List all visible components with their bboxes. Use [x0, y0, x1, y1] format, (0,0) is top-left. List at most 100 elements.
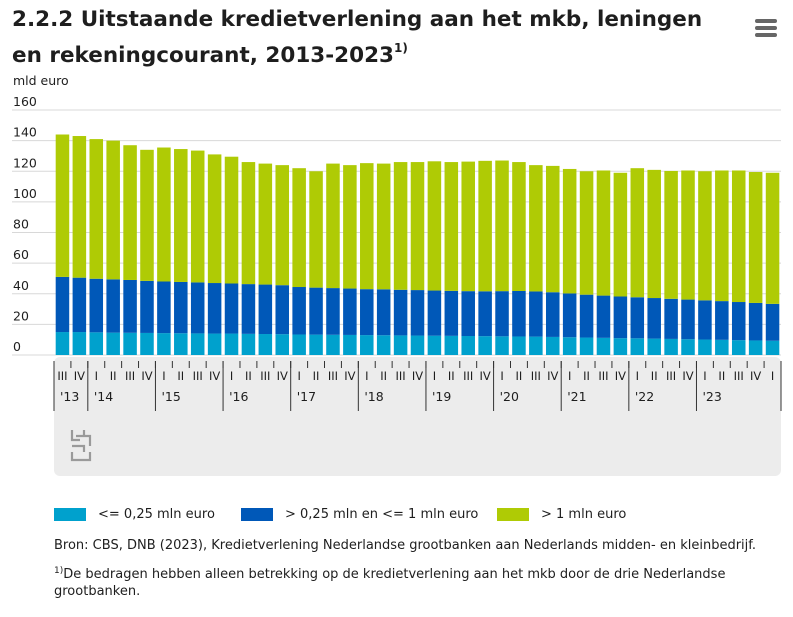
y-tick-label: 160 [13, 94, 37, 109]
x-tick-label-quarter: II [177, 369, 184, 383]
bar-segment-medium [664, 298, 678, 339]
bar-segment-small [427, 335, 442, 355]
bar-segment-large [444, 162, 459, 291]
bar-segment-large [207, 154, 222, 284]
bar-segment-medium [55, 276, 70, 333]
x-tick-label-quarter: III [734, 369, 744, 383]
x-tick-label-quarter: III [463, 369, 473, 383]
bar-segment-small [562, 337, 577, 355]
bar-segment-small [123, 332, 137, 355]
x-tick-label-year: '23 [702, 389, 721, 404]
bar-segment-small [241, 333, 256, 355]
bar-segment-large [190, 150, 205, 283]
bar-segment-large [495, 160, 509, 292]
bar-segment-large [512, 162, 526, 291]
bar-segment-large [224, 156, 239, 284]
bar-segment-small [698, 339, 712, 355]
axis-band [54, 357, 781, 476]
x-tick-label-quarter: III [328, 369, 338, 383]
bar-segment-large [292, 168, 306, 288]
bar-segment-large [478, 160, 492, 292]
x-tick-label-quarter: III [193, 369, 203, 383]
cbs-logo-stroke [70, 430, 80, 442]
y-tick-label: 20 [13, 308, 29, 323]
bar-segment-medium [596, 295, 611, 338]
x-tick-label-year: '19 [432, 389, 451, 404]
bar-segment-large [123, 145, 137, 280]
x-tick-label-year: '14 [94, 389, 113, 404]
bar-segment-small [630, 338, 645, 355]
bar-segment-small [495, 336, 509, 355]
footnote-text: De bedragen hebben alleen betrekking op … [54, 567, 726, 599]
bar-segment-large [664, 170, 678, 299]
x-tick-label-year: '18 [364, 389, 383, 404]
bar-segment-large [596, 170, 611, 296]
bar-segment-large [106, 140, 120, 280]
legend-label: <= 0,25 mln euro [98, 507, 215, 522]
y-tick-label: 140 [13, 125, 37, 140]
bar-segment-medium [562, 293, 577, 338]
x-tick-label-quarter: I [95, 369, 98, 383]
bar-segment-small [765, 340, 780, 355]
x-tick-label-quarter: I [230, 369, 233, 383]
bar-segment-small [579, 337, 594, 355]
hamburger-menu-icon[interactable] [755, 19, 777, 37]
bar-segment-large [376, 163, 391, 290]
bar-segment-medium [224, 283, 239, 334]
bar-segment-small [512, 336, 526, 355]
x-tick-label-year: '16 [229, 389, 248, 404]
bar-segment-small [478, 336, 492, 355]
bar-segment-medium [731, 302, 746, 341]
bar-segment-medium [495, 291, 509, 337]
bar-segment-large [545, 165, 560, 293]
x-tick-label-year: '15 [161, 389, 180, 404]
bar-segment-medium [545, 292, 560, 337]
bar-segment-small [410, 335, 425, 355]
bar-segment-small [376, 335, 391, 355]
x-tick-label-year: '21 [567, 389, 586, 404]
bar-segment-small [647, 338, 661, 355]
legend-swatch-small [54, 508, 86, 521]
x-tick-label-quarter: IV [412, 369, 423, 383]
x-tick-label-quarter: II [718, 369, 725, 383]
bar-segment-small [207, 333, 222, 355]
bar-segment-medium [123, 279, 137, 333]
bar-segment-small [748, 340, 763, 355]
bar-segment-small [55, 332, 70, 355]
bar-segment-medium [698, 300, 712, 340]
x-tick-label-quarter: II [380, 369, 387, 383]
menu-line [755, 33, 777, 37]
x-tick-label-quarter: I [636, 369, 639, 383]
x-tick-label-quarter: I [771, 369, 774, 383]
bar-segment-small [224, 333, 239, 355]
bar-segment-small [106, 332, 120, 355]
x-tick-label-year: '22 [635, 389, 654, 404]
bar-segment-large [562, 168, 577, 294]
bar-segment-medium [647, 298, 661, 339]
legend-swatch-medium [241, 508, 273, 521]
x-tick-label-quarter: I [365, 369, 368, 383]
cbs-logo-icon [70, 430, 92, 462]
bar-segment-small [72, 332, 87, 355]
x-tick-label-quarter: IV [277, 369, 288, 383]
x-tick-label-quarter: I [500, 369, 503, 383]
bar-segment-medium [376, 289, 391, 336]
bar-segment-small [393, 335, 408, 355]
x-tick-label-quarter: III [57, 369, 67, 383]
x-tick-label-quarter: III [395, 369, 405, 383]
bar-segment-medium [613, 296, 628, 339]
bar-segment-medium [89, 278, 104, 333]
bar-segment-medium [681, 299, 695, 340]
x-tick-label-quarter: IV [209, 369, 220, 383]
bar-segment-medium [190, 282, 205, 334]
bar-segment-small [715, 339, 729, 355]
x-tick-label-quarter: IV [547, 369, 558, 383]
chart-title: 2.2.2 Uitstaande kredietverlening aan he… [12, 6, 712, 70]
bar-segment-small [292, 334, 306, 355]
menu-line [755, 26, 777, 30]
bar-segment-large [427, 161, 442, 291]
bar-segment-large [681, 170, 695, 300]
x-tick-label-quarter: II [516, 369, 523, 383]
legend-label: > 1 mln euro [541, 507, 627, 522]
cbs-logo-stroke [76, 434, 92, 446]
